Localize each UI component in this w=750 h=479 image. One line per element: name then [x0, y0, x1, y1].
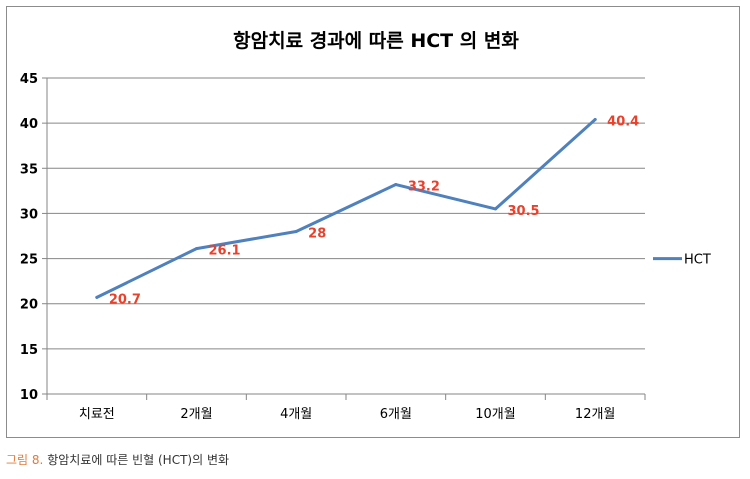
y-tick-label: 10	[20, 388, 38, 403]
x-tick-label: 10개월	[475, 407, 515, 422]
x-tick-label: 치료전	[79, 407, 115, 422]
data-point	[195, 247, 198, 251]
series-hct: 20.7 26.1 28 33.2 30.5 40.4	[95, 115, 639, 307]
data-point	[95, 295, 99, 299]
chart-title: 항암치료 경과에 따른 HCT 의 변화	[233, 30, 519, 52]
data-label: 28	[308, 226, 326, 241]
x-tick-label: 12개월	[575, 407, 615, 422]
gridlines	[47, 77, 645, 395]
y-tick-label: 25	[20, 253, 38, 268]
y-tick-label: 45	[20, 72, 38, 87]
data-point	[593, 118, 597, 122]
data-point	[394, 183, 398, 187]
data-point	[494, 207, 497, 211]
data-point	[294, 229, 298, 233]
y-tick-label: 40	[20, 117, 38, 132]
legend: HCT	[653, 253, 711, 268]
y-tick-label: 20	[20, 298, 38, 313]
data-label: 40.4	[607, 115, 639, 130]
legend-label-hct: HCT	[684, 253, 711, 268]
data-label: 26.1	[209, 244, 241, 259]
caption-prefix: 그림 8.	[6, 453, 44, 467]
data-label: 33.2	[408, 180, 440, 195]
caption-text: 항암치료에 따른 빈혈 (HCT)의 변화	[47, 453, 230, 467]
data-label: 20.7	[109, 292, 141, 307]
x-tick-label: 2개월	[180, 407, 212, 422]
data-label: 30.5	[508, 204, 540, 219]
y-tick-label: 35	[20, 162, 38, 177]
figure-caption: 그림 8. 항암치료에 따른 빈혈 (HCT)의 변화	[6, 451, 229, 468]
series-line-hct	[95, 118, 597, 299]
axes: 10 15 20 25 30 35 40 45 치료전 2개월 4개월 6개월 10개월 12개월	[20, 72, 646, 422]
y-tick-label: 15	[20, 343, 38, 358]
y-tick-label: 30	[20, 207, 38, 222]
x-tick-label: 4개월	[280, 407, 312, 422]
x-tick-label: 6개월	[380, 407, 412, 422]
